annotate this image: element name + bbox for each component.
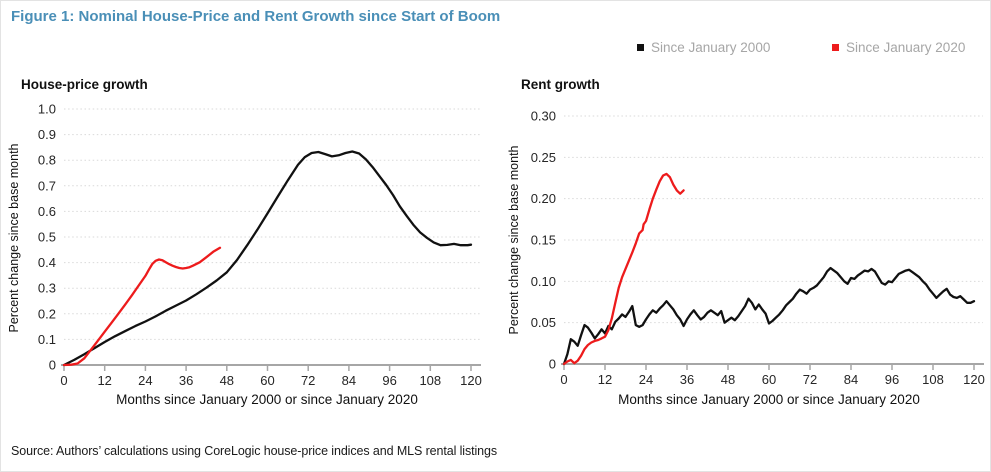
house-price-panel-title: House-price growth [21,77,148,92]
svg-text:84: 84 [844,372,858,387]
svg-text:0.05: 0.05 [531,315,556,330]
svg-text:0.8: 0.8 [38,153,56,168]
svg-text:108: 108 [922,372,944,387]
svg-text:48: 48 [220,373,234,388]
svg-text:72: 72 [803,372,817,387]
svg-text:0.1: 0.1 [38,332,56,347]
svg-text:0.5: 0.5 [38,230,56,245]
svg-text:120: 120 [460,373,482,388]
svg-text:84: 84 [342,373,356,388]
legend-swatch-black-icon [637,44,644,51]
svg-text:0.4: 0.4 [38,255,56,270]
svg-text:0: 0 [49,358,56,373]
rent-x-axis-label: Months since January 2000 or since Janua… [618,392,920,407]
svg-text:0.20: 0.20 [531,191,556,206]
svg-text:0.10: 0.10 [531,274,556,289]
svg-text:72: 72 [301,373,315,388]
svg-text:24: 24 [639,372,653,387]
legend-swatch-red-icon [832,44,839,51]
svg-text:60: 60 [762,372,776,387]
svg-text:0.9: 0.9 [38,127,56,142]
svg-text:12: 12 [598,372,612,387]
legend-item-since-2000: Since January 2000 [637,40,770,55]
svg-text:0.25: 0.25 [531,150,556,165]
svg-text:0.3: 0.3 [38,281,56,296]
source-note: Source: Authors’ calculations using Core… [11,444,498,458]
legend-item-since-2020: Since January 2020 [832,40,965,55]
svg-text:36: 36 [680,372,694,387]
svg-text:0: 0 [560,372,567,387]
svg-text:0: 0 [60,373,67,388]
svg-text:12: 12 [97,373,111,388]
svg-text:48: 48 [721,372,735,387]
svg-text:0.7: 0.7 [38,178,56,193]
rent-panel-title: Rent growth [521,77,600,92]
house-price-chart: 0 12 24 36 48 60 72 84 96 108 120 0 0.1 0.2 0.3 0.4 0.5 0… [38,102,482,389]
svg-text:60: 60 [260,373,274,388]
svg-text:24: 24 [138,373,152,388]
svg-text:108: 108 [419,373,441,388]
figure-title: Figure 1: Nominal House-Price and Rent G… [11,8,501,25]
svg-text:0.6: 0.6 [38,204,56,219]
rent-chart: 0 12 24 36 48 60 72 84 96 108 120 0 0.05 0.10 0.15 0.20… [531,109,985,388]
svg-text:1.0: 1.0 [38,102,56,117]
svg-text:120: 120 [963,372,985,387]
legend-label-since-2020: Since January 2020 [846,40,966,55]
legend-label-since-2000: Since January 2000 [651,40,771,55]
svg-text:0.15: 0.15 [531,233,556,248]
svg-text:0: 0 [549,357,556,372]
svg-text:0.2: 0.2 [38,306,56,321]
svg-text:96: 96 [885,372,899,387]
svg-text:96: 96 [382,373,396,388]
svg-text:0.30: 0.30 [531,109,556,124]
svg-text:36: 36 [179,373,193,388]
house-price-x-axis-label: Months since January 2000 or since Janua… [116,392,418,407]
